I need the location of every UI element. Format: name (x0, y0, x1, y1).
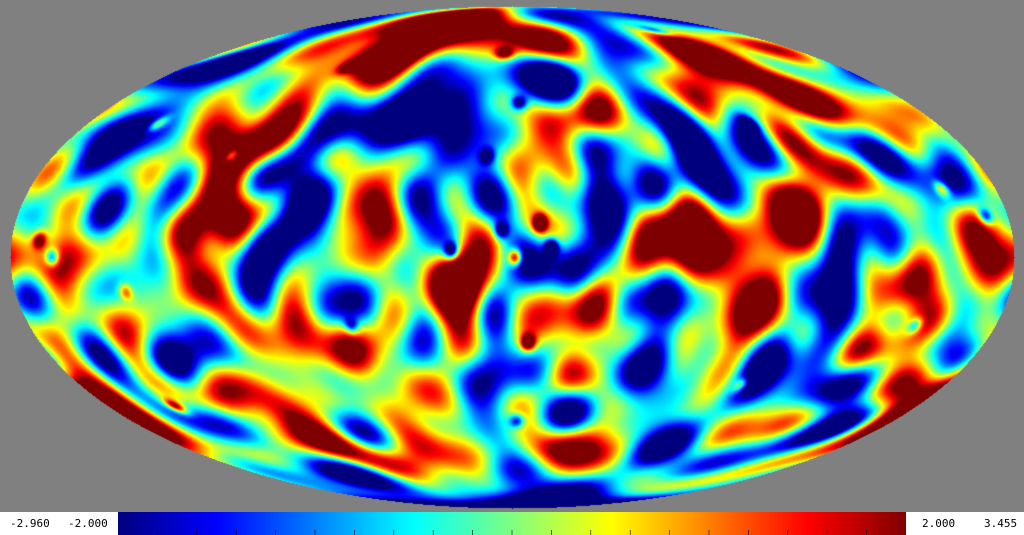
colorbar-min-label: -2.000 (68, 517, 108, 530)
colorbar-abs-max-label: 3.455 (984, 517, 1018, 530)
colorbar: -2.960 -2.000 2.000 3.455 (0, 512, 1024, 535)
mollweide-sky-map (0, 0, 1024, 512)
colorbar-gradient-bar (118, 512, 906, 535)
colorbar-abs-min-label: -2.960 (10, 517, 50, 530)
colorbar-gradient (118, 512, 906, 535)
colorbar-ticks (157, 530, 867, 535)
colorbar-max-label: 2.000 (922, 517, 956, 530)
sky-map (0, 0, 1024, 512)
